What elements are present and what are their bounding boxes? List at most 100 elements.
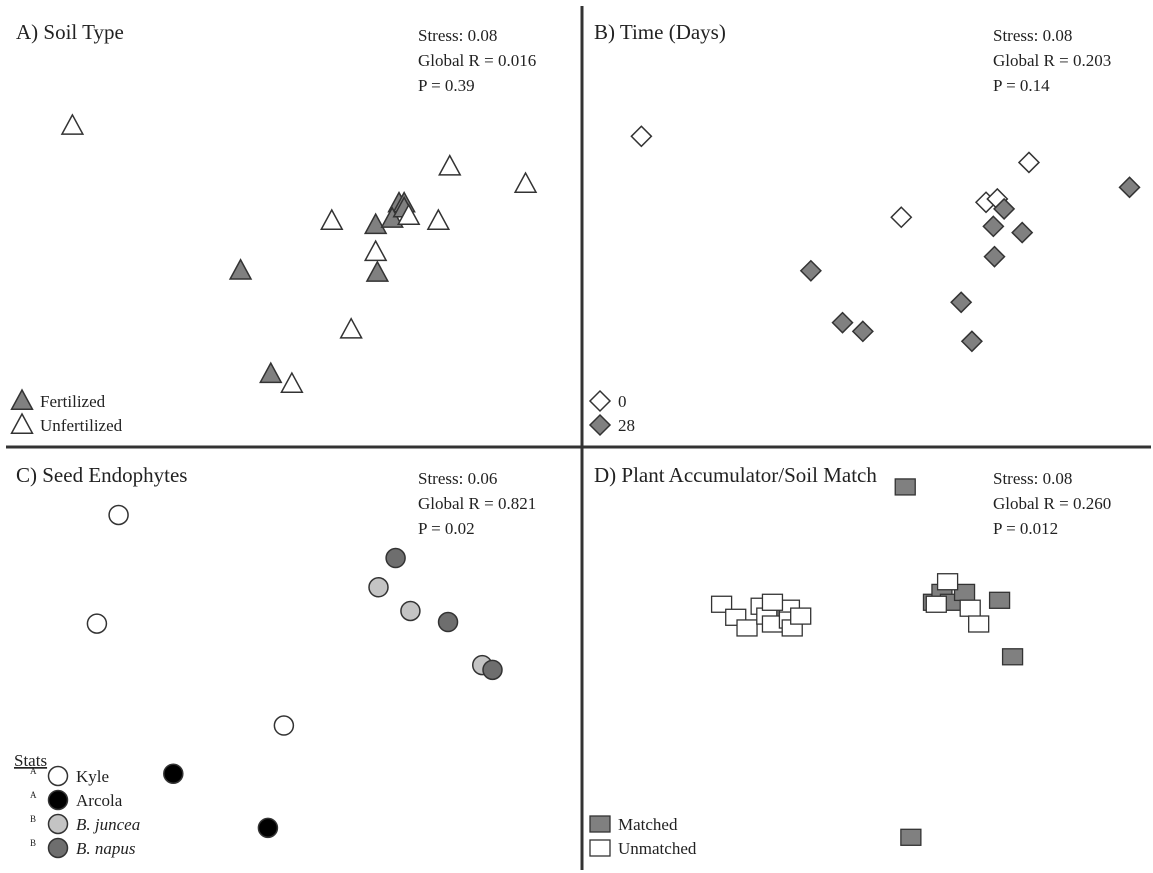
data-point [761,593,784,611]
legend-label: Arcola [76,791,123,810]
data-point [108,504,129,526]
legend-label: Matched [618,815,678,834]
series-unfertilized [60,113,538,394]
panel-d: D) Plant Accumulator/Soil Match Stress: 0… [589,463,1111,858]
legend-stat-letter: B [30,814,36,824]
legend-label: B. juncea [76,815,140,834]
data-point [438,154,462,176]
data-point [959,599,981,617]
data-point [983,245,1006,268]
data-point [273,715,295,736]
legend-stat-letter: A [30,790,37,800]
data-point [799,259,822,282]
panel-title: D) Plant Accumulator/Soil Match [594,463,877,487]
data-point [1017,151,1041,174]
legend-marker [10,412,34,434]
data-point [993,197,1016,220]
legend-marker [47,765,69,787]
data-point [1001,648,1024,666]
data-point [1011,221,1034,244]
data-point [790,607,812,625]
frame [6,6,1151,870]
legend: 028 [588,389,635,437]
panel-c: C) Seed Endophytes Stress: 0.06 Global R =… [14,463,536,859]
stat-line: Global R = 0.203 [993,51,1111,70]
data-point [513,171,538,194]
stat-line: Stress: 0.08 [993,469,1072,488]
stat-line: Global R = 0.260 [993,494,1111,513]
data-point [900,828,922,846]
stat-line: Global R = 0.821 [418,494,536,513]
stat-line: Global R = 0.016 [418,51,536,70]
legend-marker [588,389,612,413]
panels: A) Soil Type Stress: 0.08 Global R = 0.016… [10,20,1141,859]
data-point [710,595,733,613]
stat-line: P = 0.012 [993,519,1058,538]
data-point [950,291,973,314]
panel-b: B) Time (Days) Stress: 0.08 Global R = 0.2… [588,20,1141,437]
legend-label: 0 [618,392,627,411]
legend-label: B. napus [76,839,136,858]
panel-a: A) Soil Type Stress: 0.08 Global R = 0.016… [10,20,538,435]
data-point [426,208,451,230]
data-point [831,311,854,334]
data-point [320,208,344,230]
data-point [363,239,388,262]
data-point [960,330,983,353]
data-point [736,619,758,637]
legend-label: Unmatched [618,839,697,858]
data-point [630,125,653,148]
panel-title: B) Time (Days) [594,20,726,44]
series-b-juncea [368,577,493,676]
legend-label: 28 [618,416,635,435]
data-point [968,615,990,633]
legend: Matched Unmatched [589,815,697,858]
data-point [339,317,363,339]
legend-marker [589,839,611,857]
data-point [936,573,959,591]
legend-stat-letter: A [30,766,37,776]
data-point [280,371,304,394]
stat-line: Stress: 0.08 [418,26,497,45]
legend-marker [10,388,34,410]
stat-line: Stress: 0.08 [993,26,1072,45]
series-unmatched [710,573,990,637]
data-point [363,212,388,235]
data-point [396,203,421,225]
data-point [988,591,1011,609]
legend-marker [588,413,612,437]
panel-title: A) Soil Type [16,20,124,44]
series-fertilized [228,190,416,384]
legend-marker [589,815,611,833]
data-point [437,611,459,633]
data-point [257,817,279,839]
series-0 [630,125,1041,229]
data-point [894,478,916,496]
data-point [86,613,108,634]
series-28 [799,176,1141,353]
data-point [259,361,283,384]
legend-header: Stats [14,751,47,770]
data-point [163,763,184,784]
data-point [400,600,421,622]
panel-title: C) Seed Endophytes [16,463,187,487]
data-point [482,659,503,681]
legend-marker [47,789,69,811]
panel-dividers [6,6,1151,870]
data-point [228,258,253,280]
stat-line: Stress: 0.06 [418,469,497,488]
series-kyle [86,504,295,736]
legend: Fertilized Unfertilized [10,388,123,435]
stat-line: P = 0.39 [418,76,475,95]
data-point [982,215,1005,238]
legend-marker [47,837,69,859]
series-b-napus [385,547,503,681]
data-point [851,320,874,343]
stat-line: P = 0.14 [993,76,1050,95]
data-point [925,595,947,613]
legend-label: Kyle [76,767,109,786]
series-matched [770,478,1024,846]
data-point [60,113,85,135]
